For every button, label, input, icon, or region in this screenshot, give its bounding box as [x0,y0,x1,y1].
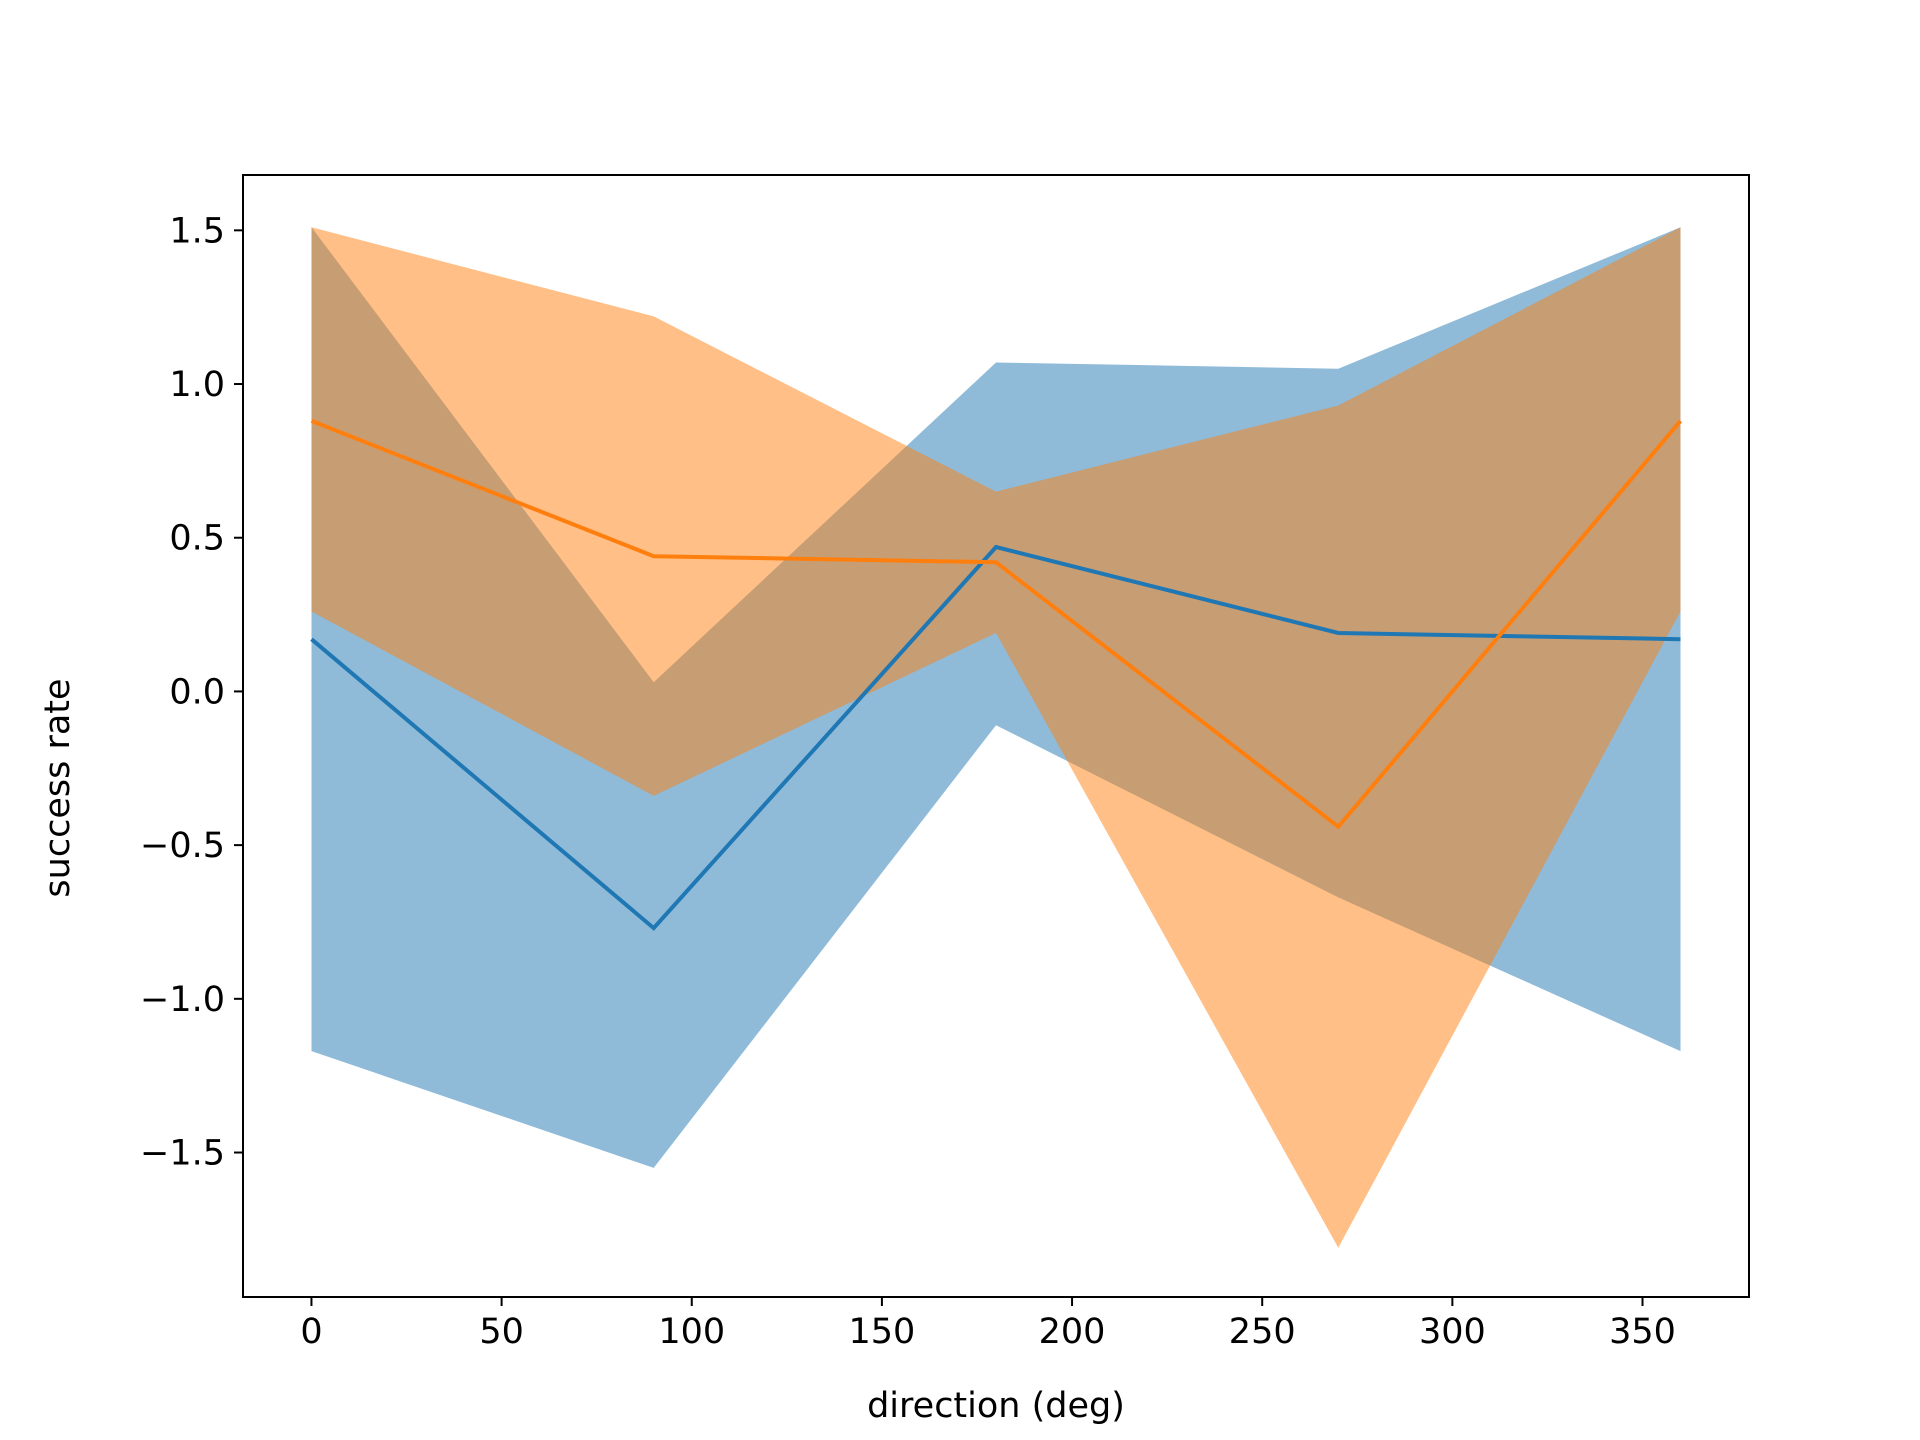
x-tick-label: 300 [1419,1312,1486,1352]
x-axis: 0 50 100 150 200 250 300 350 [300,1297,1676,1352]
plot-frame [242,174,1750,1298]
x-tick-label: 150 [849,1312,916,1352]
x-tick-label: 250 [1229,1312,1296,1352]
y-axis-label: success rate [38,678,78,897]
x-axis-label: direction (deg) [867,1386,1125,1426]
y-tick-label: 0.5 [169,519,225,559]
y-axis: −1.5 −1.0 −0.5 0.0 0.5 1.0 1.5 [140,211,243,1174]
x-tick-label: 50 [479,1312,524,1352]
y-tick-label: 1.0 [169,365,225,405]
y-tick-label: 1.5 [169,211,225,251]
y-tick-label: 0.0 [169,672,225,712]
series-2-band [311,227,1681,1248]
x-tick-label: 200 [1039,1312,1106,1352]
y-tick-label: −0.5 [140,826,225,866]
x-tick-label: 100 [658,1312,725,1352]
y-tick-label: −1.5 [140,1134,225,1174]
y-tick-label: −1.0 [140,980,225,1020]
series-lines [310,419,1683,931]
series-1-line [310,544,1681,931]
confidence-bands [311,227,1681,1248]
series-2-line [310,419,1683,830]
x-tick-label: 350 [1609,1312,1676,1352]
x-tick-label: 0 [300,1312,322,1352]
